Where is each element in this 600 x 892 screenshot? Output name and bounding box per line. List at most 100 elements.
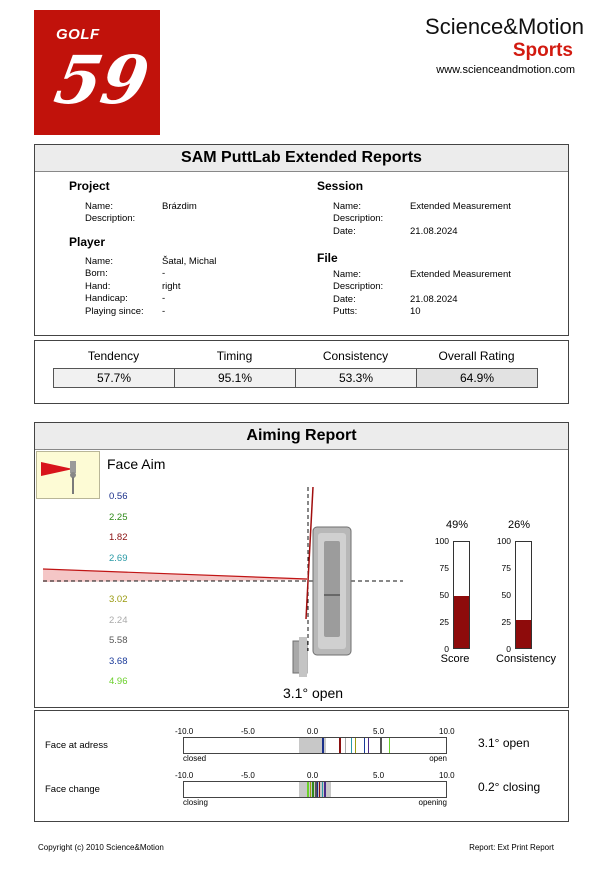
rating-label-tendency: Tendency xyxy=(87,349,140,363)
field-label: Putts: xyxy=(333,306,358,318)
file-heading: File xyxy=(317,251,338,265)
putt-value: 4.96 xyxy=(109,676,128,688)
bar-frame xyxy=(453,541,470,649)
field-value: 10 xyxy=(410,306,421,318)
aiming-report-title: Aiming Report xyxy=(35,423,568,450)
field-value: 21.08.2024 xyxy=(410,225,458,237)
extended-reports-panel: SAM PuttLab Extended Reports Project Nam… xyxy=(34,144,569,336)
rating-label-timing: Timing xyxy=(216,349,253,363)
scale-putt-mark xyxy=(316,782,318,797)
project-heading: Project xyxy=(69,179,110,193)
report-name-text: Report: Ext Print Report xyxy=(469,843,554,852)
scale-putt-mark xyxy=(367,738,370,753)
putt-value: 3.68 xyxy=(109,655,128,667)
bar-frame xyxy=(515,541,532,649)
scale-tick-label: -10.0 xyxy=(175,771,194,780)
bar-fill xyxy=(454,596,469,648)
scale-putt-mark xyxy=(315,782,317,797)
bar-tick-label: 75 xyxy=(439,563,449,573)
scale-putt-mark xyxy=(307,782,309,797)
putt-value: 1.82 xyxy=(109,532,128,544)
rating-label-consistency: Consistency xyxy=(322,349,389,363)
scale-label: Face change xyxy=(45,784,100,795)
scale-putt-mark xyxy=(350,738,352,753)
bar-tick-label: 25 xyxy=(439,617,449,627)
rating-value-consistency: 53.3% xyxy=(295,368,417,388)
scale-putt-mark xyxy=(318,782,321,797)
brand-url: www.scienceandmotion.com xyxy=(436,64,575,76)
field-value: - xyxy=(162,293,166,305)
aiming-report-panel: Aiming Report Face Aim 0.56 2.25 1.82 2.69 4… xyxy=(34,422,569,708)
face-scales-panel: Face at adress -10.0 -5.0 0.0 5.0 10.0 closed o… xyxy=(34,710,569,822)
rating-label-overall: Overall Rating xyxy=(438,349,515,363)
scale-putt-mark xyxy=(380,738,382,753)
scale-putt-mark xyxy=(388,738,391,753)
putt-value: 5.58 xyxy=(109,635,128,647)
rating-value-overall: 64.9% xyxy=(416,368,538,388)
field-label: Playing since: xyxy=(85,305,144,317)
field-label: Handicap: xyxy=(85,293,128,305)
field-value: right xyxy=(162,280,181,292)
rating-value-tendency: 57.7% xyxy=(53,368,175,388)
bar-percent: 49% xyxy=(445,519,469,531)
field-label: Name: xyxy=(85,201,113,212)
scale-putt-mark xyxy=(363,738,366,753)
brand-name: Science&Motion xyxy=(425,14,584,39)
scale-putt-mark xyxy=(321,782,324,797)
scale-left-end: closed xyxy=(183,754,207,763)
scale-result: 3.1° open xyxy=(478,736,530,750)
face-aim-result: 3.1° open xyxy=(283,685,344,701)
field-label: Hand: xyxy=(85,280,111,292)
bar-tick-label: 75 xyxy=(501,563,511,573)
scale-putt-mark xyxy=(339,738,341,753)
field-label: Date: xyxy=(333,293,356,305)
putter-aim-icon xyxy=(36,451,100,499)
player-heading: Player xyxy=(69,235,106,249)
bar-tick-label: 50 xyxy=(439,590,449,600)
scale-right-end: open xyxy=(429,754,447,763)
bar-tick-label: 0 xyxy=(444,644,449,654)
field-value: - xyxy=(162,305,166,317)
scale-putt-mark xyxy=(309,782,312,797)
face-aim-label: Face Aim xyxy=(107,456,166,472)
bar-fill xyxy=(516,620,531,648)
face-aim-graphic xyxy=(42,486,403,677)
bar-label: Score xyxy=(440,653,470,665)
bar-tick-label: 25 xyxy=(501,617,511,627)
scale-tick-label: 5.0 xyxy=(373,727,385,736)
putt-value: 2.69 xyxy=(109,552,128,564)
extended-reports-title: SAM PuttLab Extended Reports xyxy=(35,145,568,172)
field-label: Date: xyxy=(333,225,356,237)
brand-sub: Sports xyxy=(512,40,573,61)
field-label: Description: xyxy=(333,213,384,225)
scale-tick-label: 10.0 xyxy=(439,771,455,780)
scale-tick-label: -5.0 xyxy=(241,771,255,780)
bar-tick-label: 0 xyxy=(506,644,511,654)
scale-putt-mark xyxy=(322,738,324,753)
field-label: Name: xyxy=(333,201,361,212)
session-heading: Session xyxy=(317,179,364,193)
field-label: Description: xyxy=(333,281,384,293)
field-value: 21.08.2024 xyxy=(410,293,458,305)
field-label: Name: xyxy=(333,269,361,280)
scale-tick-label: 10.0 xyxy=(439,727,455,736)
putt-value: 2.24 xyxy=(109,614,128,626)
score-bars: 49% 100 75 50 25 0 Score 26% 100 75 50 25 0 Consisten… xyxy=(425,519,565,679)
bar-label: Consistency xyxy=(496,653,556,665)
putt-value: 0.56 xyxy=(109,491,128,502)
scale-putt-mark xyxy=(354,738,357,753)
field-value: - xyxy=(162,268,166,280)
scale-putt-mark xyxy=(324,782,326,797)
field-value: Extended Measurement xyxy=(410,269,511,280)
bar-percent: 26% xyxy=(507,519,531,531)
scale-putt-mark xyxy=(344,738,347,753)
putter-head-graphic xyxy=(292,526,352,677)
scale-range-band xyxy=(299,738,326,753)
scale-tick-label: -10.0 xyxy=(175,727,194,736)
putt-value: 3.02 xyxy=(109,594,128,605)
bar-tick-label: 100 xyxy=(496,536,511,546)
ratings-panel: Tendency Timing Consistency Overall Rati… xyxy=(34,340,569,404)
rating-value-timing: 95.1% xyxy=(174,368,296,388)
golf59-logo: GOLF 59 xyxy=(34,10,160,135)
logo-number: 59 xyxy=(49,41,155,119)
